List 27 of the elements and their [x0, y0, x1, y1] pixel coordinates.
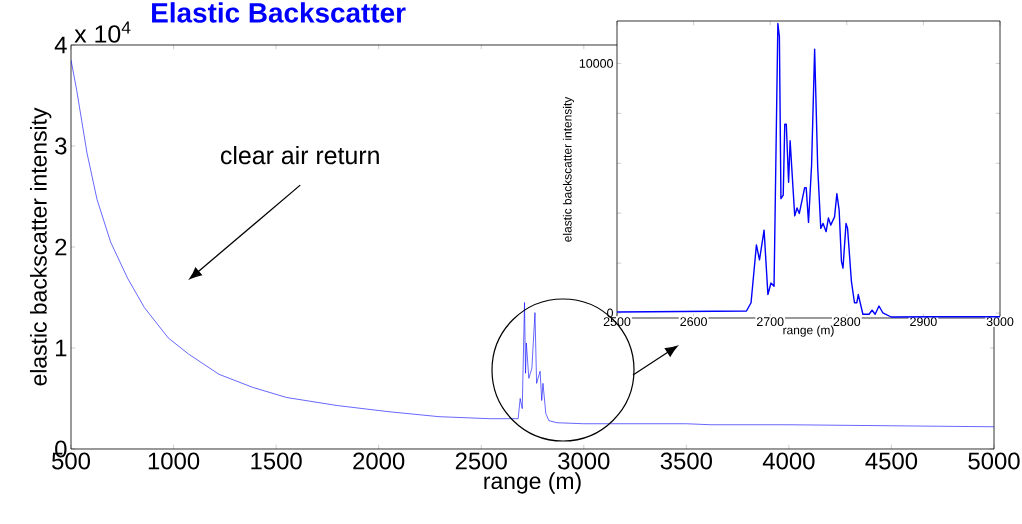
x-tick-label: 3500 [660, 452, 712, 470]
x-tick-label: 1500 [251, 452, 302, 470]
x-tick-label: 3000 [558, 452, 610, 470]
x-tick-label: 3000 [986, 317, 1014, 327]
y-tick-label: 2 [55, 238, 67, 256]
y-axis-title: elastic backscatter intensity [29, 107, 52, 386]
y-tick-label: 10000 [579, 59, 613, 68]
x-tick-label: 2700 [756, 317, 784, 327]
x-tick-label: 1000 [148, 452, 200, 470]
y-tick-label: 0 [607, 308, 613, 318]
x-tick-label: 2000 [353, 452, 405, 470]
annotation: clear air return [221, 145, 379, 165]
x-axis-title: range (m) [783, 325, 834, 337]
y-tick-label: 4 [54, 36, 67, 54]
y-tick-label: 1 [56, 339, 67, 357]
x-tick-label: 2600 [680, 317, 707, 327]
x-tick-label: 2800 [833, 317, 861, 327]
text: x 10$^{4}$ [74, 21, 131, 43]
x-tick-label: 5000 [968, 452, 1020, 470]
x-tick-label: 2900 [910, 317, 937, 327]
y-tick-label: 3 [55, 137, 67, 155]
x-tick-label: 4000 [762, 452, 815, 470]
x-tick-label: 2500 [455, 452, 507, 470]
chart-title: Elastic Backscatter [152, 2, 406, 23]
y-axis-title: elastic backscatter intensity [562, 96, 575, 242]
x-axis-title: range (m) [484, 472, 581, 494]
x-tick-label: 4500 [865, 452, 918, 470]
